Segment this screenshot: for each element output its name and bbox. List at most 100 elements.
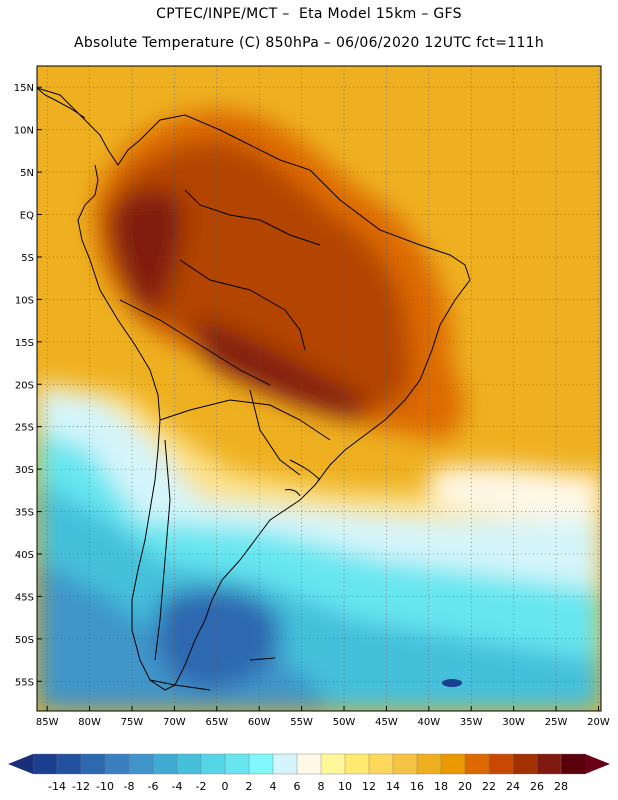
latitude-axis-labels: 15N 10N 5N EQ 5S 10S 15S 20S 25S 30S 35S 40S 45S 50S 5… [14, 83, 34, 688]
plot-frame [36, 65, 602, 712]
colorbar-cell [224, 753, 250, 775]
colorbar-cell [344, 753, 370, 775]
colorbar-label: -6 [148, 780, 159, 793]
lat-label: 15S [15, 338, 34, 349]
field-cold-patch [442, 679, 462, 687]
colorbar-label: 0 [222, 780, 229, 793]
colorbar-cell [464, 753, 490, 775]
lon-label: 45W [375, 717, 398, 728]
colorbar-label: 18 [434, 780, 448, 793]
colorbar-low-arrow [8, 754, 33, 774]
colorbar-label: 24 [506, 780, 520, 793]
colorbar-label: -14 [48, 780, 66, 793]
border-chile-argentina [154, 439, 171, 661]
colorbar-cell [416, 753, 442, 775]
field-coldest-core [156, 588, 282, 690]
colorbar-cell [320, 753, 346, 775]
lon-label: 70W [163, 717, 186, 728]
colorbar-cell [152, 753, 178, 775]
colorbar-label: 10 [338, 780, 352, 793]
lat-label: 10N [14, 126, 34, 137]
lon-label: 80W [78, 717, 101, 728]
colorbar-labels: -14 -12 -10 -8 -6 -4 -2 0 2 4 6 8 10 12 14 16 18 20 22 24 26… [48, 780, 568, 793]
lon-label: 30W [502, 717, 525, 728]
border-uruguay [289, 459, 321, 481]
colorbar-label: -12 [72, 780, 90, 793]
field-ocean-tongue [430, 465, 601, 520]
lat-label: 5S [21, 253, 34, 264]
lon-label: 40W [418, 717, 441, 728]
colorbar-cell [296, 753, 322, 775]
lon-label: 65W [205, 717, 228, 728]
colorbar-cell [272, 753, 298, 775]
colorbar-label: 8 [318, 780, 325, 793]
temperature-field [37, 66, 601, 711]
rio-de-la-plata [284, 489, 301, 497]
border-d [159, 399, 331, 441]
temperature-map: 15N 10N 5N EQ 5S 10S 15S 20S 25S 30S 35S 40S 45S 50S 5… [14, 65, 610, 728]
lat-label: 15N [14, 83, 34, 94]
lon-label: 35W [460, 717, 483, 728]
border-b [179, 259, 306, 351]
colorbar-cells [32, 753, 586, 775]
lat-label: 35S [15, 508, 34, 519]
lon-label: 55W [290, 717, 313, 728]
field-core-west [110, 189, 183, 320]
colorbar-label: 26 [530, 780, 544, 793]
title-line-2: Absolute Temperature (C) 850hPa – 06/06/… [73, 35, 545, 51]
colorbar-cell [248, 753, 274, 775]
colorbar-label: 28 [554, 780, 568, 793]
colorbar-label: 14 [386, 780, 400, 793]
border-a [184, 189, 321, 246]
colorbar-label: 4 [270, 780, 277, 793]
colorbar-cell [200, 753, 226, 775]
colorbar-cell [488, 753, 514, 775]
lon-label: 50W [333, 717, 356, 728]
lat-label: 40S [15, 550, 34, 561]
colorbar-cell [56, 753, 82, 775]
colorbar-cell [176, 753, 202, 775]
title-line-1: CPTEC/INPE/MCT – Eta Model 15km – GFS [156, 6, 462, 22]
field-core-south [194, 320, 369, 420]
lon-label: 25W [545, 717, 568, 728]
colorbar-label: 12 [362, 780, 376, 793]
colorbar-label: 2 [246, 780, 253, 793]
colorbar-cell [392, 753, 418, 775]
coastline-south-america [37, 87, 471, 691]
colorbar-label: 20 [458, 780, 472, 793]
border-c [119, 299, 271, 386]
colorbar-label: -10 [96, 780, 114, 793]
colorbar-cell [512, 753, 538, 775]
lon-label: 85W [36, 717, 59, 728]
lat-label: 5N [20, 168, 34, 179]
colorbar-cell [128, 753, 154, 775]
lat-label: 50S [15, 635, 34, 646]
axis-ticks [37, 86, 599, 711]
colorbar-label: -8 [124, 780, 135, 793]
coastline-central-america [37, 87, 86, 119]
colorbar-label: 16 [410, 780, 424, 793]
lon-label: 75W [121, 717, 144, 728]
lon-label: 20W [587, 717, 610, 728]
colorbar-cell [536, 753, 562, 775]
colorbar-cell [560, 753, 586, 775]
colorbar-cell [80, 753, 106, 775]
lat-label: 20S [15, 380, 34, 391]
lat-label: 55S [15, 677, 34, 688]
colorbar-label: -2 [196, 780, 207, 793]
lat-label: 30S [15, 465, 34, 476]
colorbar-cell [440, 753, 466, 775]
colorbar: -14 -12 -10 -8 -6 -4 -2 0 2 4 6 8 10 12 14 16 18 20 22 24 26… [8, 753, 610, 793]
coastlines [37, 87, 471, 691]
border-e [249, 389, 301, 476]
colorbar-label: -4 [172, 780, 183, 793]
colorbar-cell [32, 753, 58, 775]
colorbar-cell [368, 753, 394, 775]
lat-label: 45S [15, 592, 34, 603]
colorbar-cell [104, 753, 130, 775]
colorbar-label: 6 [294, 780, 301, 793]
falklands-outline [249, 657, 276, 661]
colorbar-high-arrow [585, 754, 610, 774]
longitude-axis-labels: 85W 80W 75W 70W 65W 60W 55W 50W 45W 40W 35W 30W 25W 2… [36, 717, 610, 728]
lat-label: 25S [15, 423, 34, 434]
